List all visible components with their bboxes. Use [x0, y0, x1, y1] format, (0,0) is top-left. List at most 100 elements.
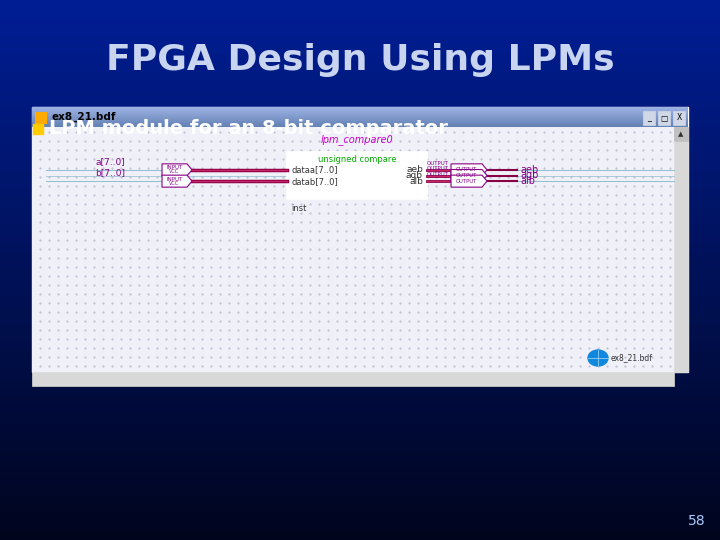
Bar [0, 144, 720, 153]
Bar [32, 107, 688, 108]
Bar [0, 126, 720, 135]
Bar [32, 111, 688, 112]
Text: OUTPUT: OUTPUT [456, 167, 477, 172]
Bar [643, 111, 655, 125]
Text: □: □ [660, 113, 667, 123]
Text: unsigned compare: unsigned compare [318, 156, 396, 165]
Bar [0, 216, 720, 225]
Bar [0, 180, 720, 189]
Bar [0, 486, 720, 495]
Text: OUTPUT: OUTPUT [456, 173, 477, 178]
Text: X: X [676, 113, 682, 123]
Bar [0, 351, 720, 360]
Bar [0, 117, 720, 126]
Bar [0, 477, 720, 486]
Bar [0, 450, 720, 459]
Bar [0, 27, 720, 36]
Bar [0, 297, 720, 306]
Ellipse shape [588, 350, 608, 366]
Bar [0, 279, 720, 288]
Text: dataa[7..0]: dataa[7..0] [291, 165, 338, 174]
Bar [32, 121, 688, 122]
Bar [0, 441, 720, 450]
Text: INPUT: INPUT [166, 177, 183, 181]
Bar [32, 108, 688, 109]
Text: agb: agb [520, 171, 539, 180]
Text: alb: alb [409, 177, 423, 186]
Bar [0, 414, 720, 423]
Text: _: _ [647, 113, 651, 123]
Bar [0, 432, 720, 441]
Bar [0, 162, 720, 171]
Text: agb: agb [406, 171, 423, 180]
Bar [0, 63, 720, 72]
Bar [0, 234, 720, 243]
Bar [0, 207, 720, 216]
Text: INPUT: INPUT [166, 165, 183, 170]
Text: ex8_21.bdf: ex8_21.bdf [52, 112, 117, 122]
Text: inst: inst [291, 204, 307, 213]
Bar [32, 118, 688, 119]
Bar [0, 171, 720, 180]
Text: b[7..0]: b[7..0] [95, 168, 125, 177]
Bar [673, 111, 685, 125]
Text: OUTPUT: OUTPUT [427, 172, 449, 177]
Bar [0, 81, 720, 90]
Bar [0, 270, 720, 279]
Bar [0, 360, 720, 369]
Polygon shape [451, 170, 487, 181]
Bar [32, 114, 688, 115]
Text: lpm_compare0: lpm_compare0 [320, 134, 393, 145]
Polygon shape [162, 175, 192, 187]
Text: VCC: VCC [169, 181, 179, 186]
Text: aeb: aeb [520, 165, 539, 175]
Bar [32, 116, 688, 117]
Bar [0, 252, 720, 261]
Polygon shape [162, 164, 192, 176]
Bar [0, 531, 720, 540]
Bar [32, 126, 688, 127]
Bar [0, 369, 720, 378]
Bar [0, 72, 720, 81]
Bar [32, 119, 688, 120]
Bar [0, 9, 720, 18]
Bar [0, 90, 720, 99]
Bar [32, 125, 688, 126]
Text: ex8_21.bdf: ex8_21.bdf [611, 354, 653, 362]
Bar [35, 112, 47, 124]
Bar [0, 333, 720, 342]
Bar [0, 189, 720, 198]
Bar [0, 288, 720, 297]
Bar [32, 107, 688, 372]
Bar [35, 112, 47, 124]
Text: datab[7..0]: datab[7..0] [291, 177, 338, 186]
Bar [32, 120, 688, 121]
Bar [0, 405, 720, 414]
Bar [32, 109, 688, 110]
Bar [674, 127, 688, 372]
Bar [0, 0, 720, 9]
Text: FPGA Design Using LPMs: FPGA Design Using LPMs [106, 43, 614, 77]
Bar [0, 243, 720, 252]
Bar [32, 117, 688, 118]
Bar [87, 142, 272, 209]
Bar [0, 198, 720, 207]
Bar [0, 378, 720, 387]
Polygon shape [451, 164, 487, 176]
Bar [32, 124, 688, 125]
Bar [0, 153, 720, 162]
Text: OUTPUT: OUTPUT [456, 179, 477, 184]
Text: ▲: ▲ [678, 131, 684, 137]
Bar [0, 225, 720, 234]
Bar [0, 54, 720, 63]
Bar [32, 123, 688, 124]
Bar [674, 127, 688, 141]
Bar [0, 504, 720, 513]
Text: a[7..0]: a[7..0] [95, 157, 125, 166]
Bar [0, 18, 720, 27]
Bar [0, 342, 720, 351]
Bar [0, 135, 720, 144]
Bar [32, 115, 688, 116]
Bar [0, 468, 720, 477]
Text: VCC: VCC [169, 170, 179, 174]
